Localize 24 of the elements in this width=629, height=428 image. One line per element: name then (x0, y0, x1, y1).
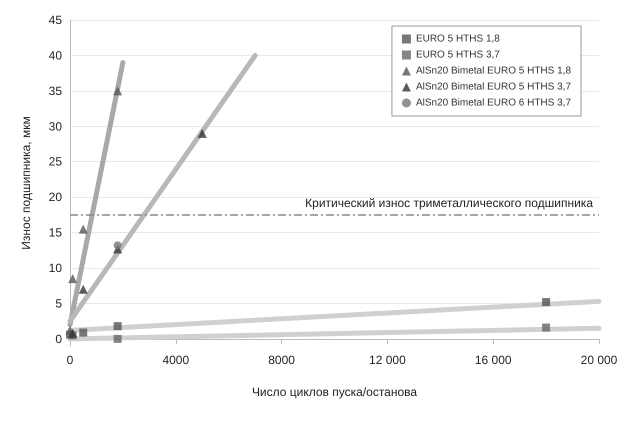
y-axis-title: Износ подшипника, мкм (19, 116, 33, 250)
x-tick-label: 12 000 (369, 353, 406, 367)
y-tick-label: 40 (48, 48, 62, 62)
legend-label: AlSn20 Bimetal EURO 5 HTHS 1,8 (416, 66, 572, 76)
ref-line-label: Критический износ триметаллического подшипника (305, 196, 594, 210)
y-tick-label: 25 (48, 154, 62, 169)
x-tick-label: 4000 (162, 353, 190, 367)
x-tick-label: 8000 (268, 353, 296, 367)
x-tick-label: 16 000 (474, 353, 512, 367)
y-tick-label: 20 (48, 190, 62, 204)
x-tick-label: 20 000 (580, 353, 618, 367)
y-tick-label: 10 (48, 261, 62, 276)
legend-label: AlSn20 Bimetal EURO 5 HTHS 3,7 (416, 82, 572, 92)
legend-label: AlSn20 Bimetal EURO 6 HTHS 3,7 (416, 98, 572, 108)
y-tick-label: 5 (55, 296, 62, 310)
legend-label: EURO 5 HTHS 1,8 (416, 34, 500, 44)
y-tick-label: 45 (48, 13, 62, 27)
x-axis-title: Число циклов пуска/останова (252, 385, 418, 399)
y-tick-label: 35 (48, 84, 62, 98)
legend-label: EURO 5 HTHS 3,7 (416, 50, 500, 60)
y-tick-label: 15 (48, 226, 62, 240)
y-tick-label: 30 (48, 119, 62, 134)
y-tick-label: 0 (55, 332, 62, 346)
x-tick-label: 0 (66, 353, 74, 367)
